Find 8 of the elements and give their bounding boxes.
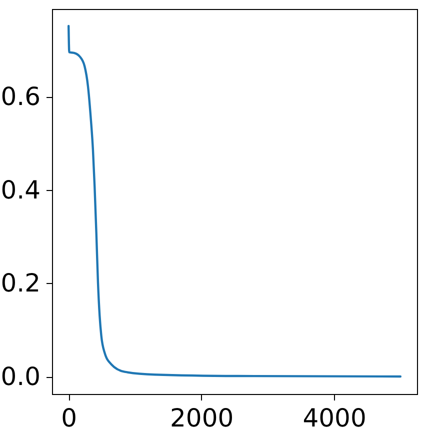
x-tick-label: 4000: [302, 404, 366, 432]
x-tick-label: 0: [61, 404, 78, 432]
line-series: [67, 24, 402, 378]
y-tick-label: 0.6: [0, 82, 40, 111]
y-tick-label: 0.2: [0, 268, 40, 298]
y-tick-label: 0.0: [0, 362, 40, 391]
x-tick-label: 2000: [170, 404, 234, 432]
y-tick-label: 0.4: [0, 175, 40, 204]
